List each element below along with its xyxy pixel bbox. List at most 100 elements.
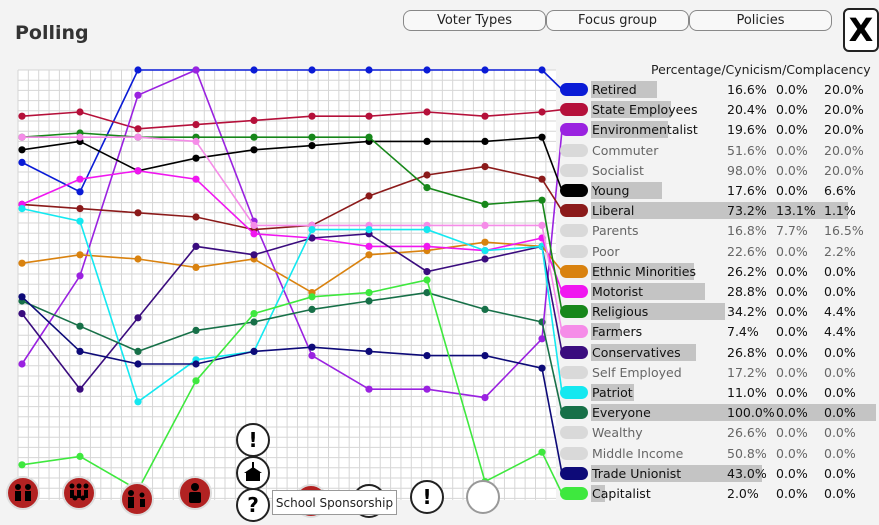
legend-bar [591, 81, 657, 98]
tab-policies[interactable]: Policies [689, 10, 832, 31]
legend-bar [591, 202, 848, 220]
legend-row-religious[interactable]: Religious 34.2% 0.0% 4.4% [558, 302, 876, 321]
series-point-trade-unionist [308, 343, 316, 351]
legend-v3: 0.0% [824, 263, 856, 279]
legend-row-capitalist[interactable]: Capitalist 2.0% 0.0% 0.0% [558, 484, 876, 503]
legend-row-farmers[interactable]: Farmers 7.4% 0.0% 4.4% [558, 322, 876, 341]
legend-swatch[interactable] [560, 446, 588, 460]
series-point-motorist [250, 230, 258, 238]
legend-v3: 20.0% [824, 102, 864, 118]
legend-swatch[interactable] [560, 83, 588, 96]
legend-v3: 0.0% [824, 465, 856, 481]
legend-swatch[interactable] [560, 426, 588, 440]
series-point-everyone [250, 318, 258, 326]
legend-v2: 0.0% [776, 243, 808, 259]
legend-v3: 4.4% [824, 304, 856, 320]
legend-swatch[interactable] [560, 204, 588, 218]
legend-row-liberal[interactable]: Liberal 73.2% 13.1% 1.1% [558, 201, 876, 220]
series-point-patriot [308, 226, 316, 234]
legend-swatch[interactable] [560, 466, 588, 480]
legend-row-middle-income[interactable]: Middle Income 50.8% 0.0% 0.0% [558, 444, 876, 463]
legend-row-environmentalist[interactable]: Environmentalist 19.6% 0.0% 20.0% [558, 120, 876, 139]
legend-row-parents[interactable]: Parents 16.8% 7.7% 16.5% [558, 221, 876, 240]
legend-swatch[interactable] [560, 103, 588, 117]
legend-label: Ethnic Minorities [592, 263, 696, 279]
legend-row-retired[interactable]: Retired 16.6% 0.0% 20.0% [558, 80, 876, 99]
series-point-young [423, 137, 431, 145]
legend-swatch[interactable] [560, 305, 588, 319]
series-point-environmentalist [192, 66, 200, 74]
legend-v2: 0.0% [776, 385, 808, 400]
series-point-capitalist [308, 293, 316, 301]
legend-swatch[interactable] [560, 487, 588, 500]
series-point-farmers [481, 221, 489, 229]
legend-bar [591, 182, 662, 199]
legend-row-commuter[interactable]: Commuter 51.6% 0.0% 20.0% [558, 141, 876, 160]
legend-row-socialist[interactable]: Socialist 98.0% 0.0% 20.0% [558, 161, 876, 180]
legend-label: Patriot [592, 385, 633, 400]
series-point-liberal [76, 205, 84, 213]
legend-row-patriot[interactable]: Patriot 11.0% 0.0% 0.0% [558, 383, 876, 402]
series-point-retired [365, 66, 373, 74]
legend-row-conservatives[interactable]: Conservatives 26.8% 0.0% 0.0% [558, 343, 876, 362]
legend-swatch[interactable] [560, 224, 588, 238]
series-point-motorist [76, 175, 84, 183]
legend-swatch[interactable] [560, 184, 588, 197]
legend-row-poor[interactable]: Poor 22.6% 0.0% 2.2% [558, 242, 876, 261]
series-point-motorist [365, 242, 373, 250]
legend-swatch[interactable] [560, 143, 588, 157]
legend-swatch[interactable] [560, 264, 588, 278]
series-line-liberal [21, 165, 543, 231]
series-point-retired [76, 188, 84, 196]
series-point-ethnic-minorities [192, 263, 200, 271]
series-point-everyone [76, 322, 84, 330]
legend-row-wealthy[interactable]: Wealthy 26.6% 0.0% 0.0% [558, 423, 876, 442]
legend-v2: 0.0% [776, 405, 808, 421]
question-icon[interactable]: ? [236, 488, 270, 522]
legend-swatch[interactable] [560, 285, 588, 298]
tab-focus-group[interactable]: Focus group [546, 10, 689, 31]
group-small-icon[interactable] [6, 476, 40, 510]
legend-bar [591, 262, 694, 280]
exclamation-icon[interactable]: ! [236, 423, 270, 457]
group-large-icon[interactable] [62, 476, 96, 510]
series-line-retired [21, 69, 542, 193]
legend-row-trade-unionist[interactable]: Trade Unionist 43.0% 0.0% 0.0% [558, 464, 876, 483]
connector-liberal [541, 178, 563, 212]
legend-row-motorist[interactable]: Motorist 28.8% 0.0% 0.0% [558, 282, 876, 301]
legend-swatch[interactable] [560, 325, 588, 339]
series-point-religious [308, 133, 316, 141]
legend-row-self-employed[interactable]: Self Employed 17.2% 0.0% 0.0% [558, 363, 876, 382]
legend-swatch[interactable] [560, 386, 588, 399]
connector-young [541, 136, 563, 191]
legend-swatch[interactable] [560, 123, 588, 137]
school-icon[interactable] [236, 456, 270, 490]
legend-swatch[interactable] [560, 406, 588, 420]
series-point-religious [365, 133, 373, 141]
close-button[interactable]: X [843, 8, 879, 52]
legend-swatch[interactable] [560, 244, 588, 258]
series-point-everyone [423, 289, 431, 297]
series-point-retired [481, 66, 489, 74]
legend-swatch[interactable] [560, 365, 588, 379]
tab-voter-types[interactable]: Voter Types [403, 10, 546, 31]
legend-row-ethnic-minorities[interactable]: Ethnic Minorities 26.2% 0.0% 0.0% [558, 262, 876, 281]
legend-row-state-employees[interactable]: State Employees 20.4% 0.0% 20.0% [558, 100, 876, 119]
series-point-farmers [76, 133, 84, 141]
legend-swatch[interactable] [560, 345, 588, 359]
legend-v1: 2.0% [727, 486, 759, 501]
series-point-environmentalist [481, 394, 489, 402]
legend-v2: 0.0% [776, 445, 808, 461]
series-point-state-employees [250, 116, 258, 124]
legend-v3: 4.4% [824, 324, 856, 340]
series-point-ethnic-minorities [18, 259, 26, 267]
legend-row-everyone[interactable]: Everyone 100.0% 0.0% 0.0% [558, 403, 876, 422]
blank-icon[interactable] [466, 480, 500, 514]
series-point-motorist [423, 242, 431, 250]
legend-swatch[interactable] [560, 163, 588, 177]
exclamation-icon[interactable]: ! [410, 480, 444, 514]
legend-v1: 73.2% [727, 203, 767, 219]
person-icon[interactable] [178, 476, 212, 510]
legend-row-young[interactable]: Young 17.6% 0.0% 6.6% [558, 181, 876, 200]
group-family-icon[interactable] [120, 482, 154, 516]
